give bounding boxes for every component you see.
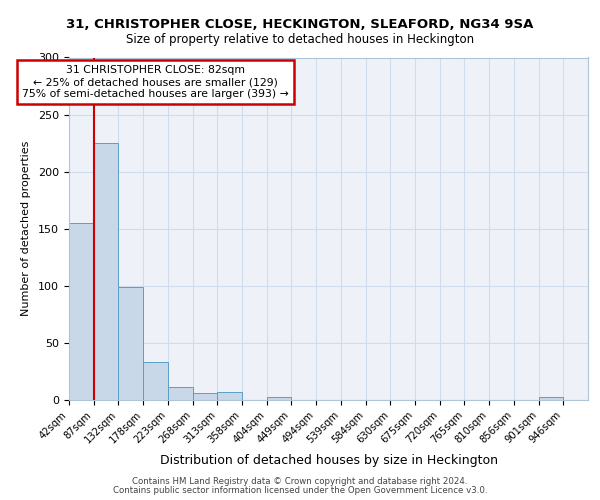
X-axis label: Distribution of detached houses by size in Heckington: Distribution of detached houses by size … bbox=[160, 454, 497, 466]
Text: Contains HM Land Registry data © Crown copyright and database right 2024.: Contains HM Land Registry data © Crown c… bbox=[132, 477, 468, 486]
Bar bbox=[143, 362, 168, 400]
Text: Size of property relative to detached houses in Heckington: Size of property relative to detached ho… bbox=[126, 34, 474, 46]
Bar bbox=[118, 287, 143, 400]
Bar bbox=[193, 393, 217, 400]
Bar bbox=[267, 396, 292, 400]
Text: 31 CHRISTOPHER CLOSE: 82sqm
← 25% of detached houses are smaller (129)
75% of se: 31 CHRISTOPHER CLOSE: 82sqm ← 25% of det… bbox=[22, 66, 289, 98]
Bar bbox=[539, 396, 563, 400]
Bar bbox=[168, 388, 193, 400]
Y-axis label: Number of detached properties: Number of detached properties bbox=[21, 141, 31, 316]
Bar bbox=[217, 392, 242, 400]
Bar bbox=[94, 143, 118, 400]
Text: Contains public sector information licensed under the Open Government Licence v3: Contains public sector information licen… bbox=[113, 486, 487, 495]
Bar bbox=[69, 223, 94, 400]
Text: 31, CHRISTOPHER CLOSE, HECKINGTON, SLEAFORD, NG34 9SA: 31, CHRISTOPHER CLOSE, HECKINGTON, SLEAF… bbox=[67, 18, 533, 30]
